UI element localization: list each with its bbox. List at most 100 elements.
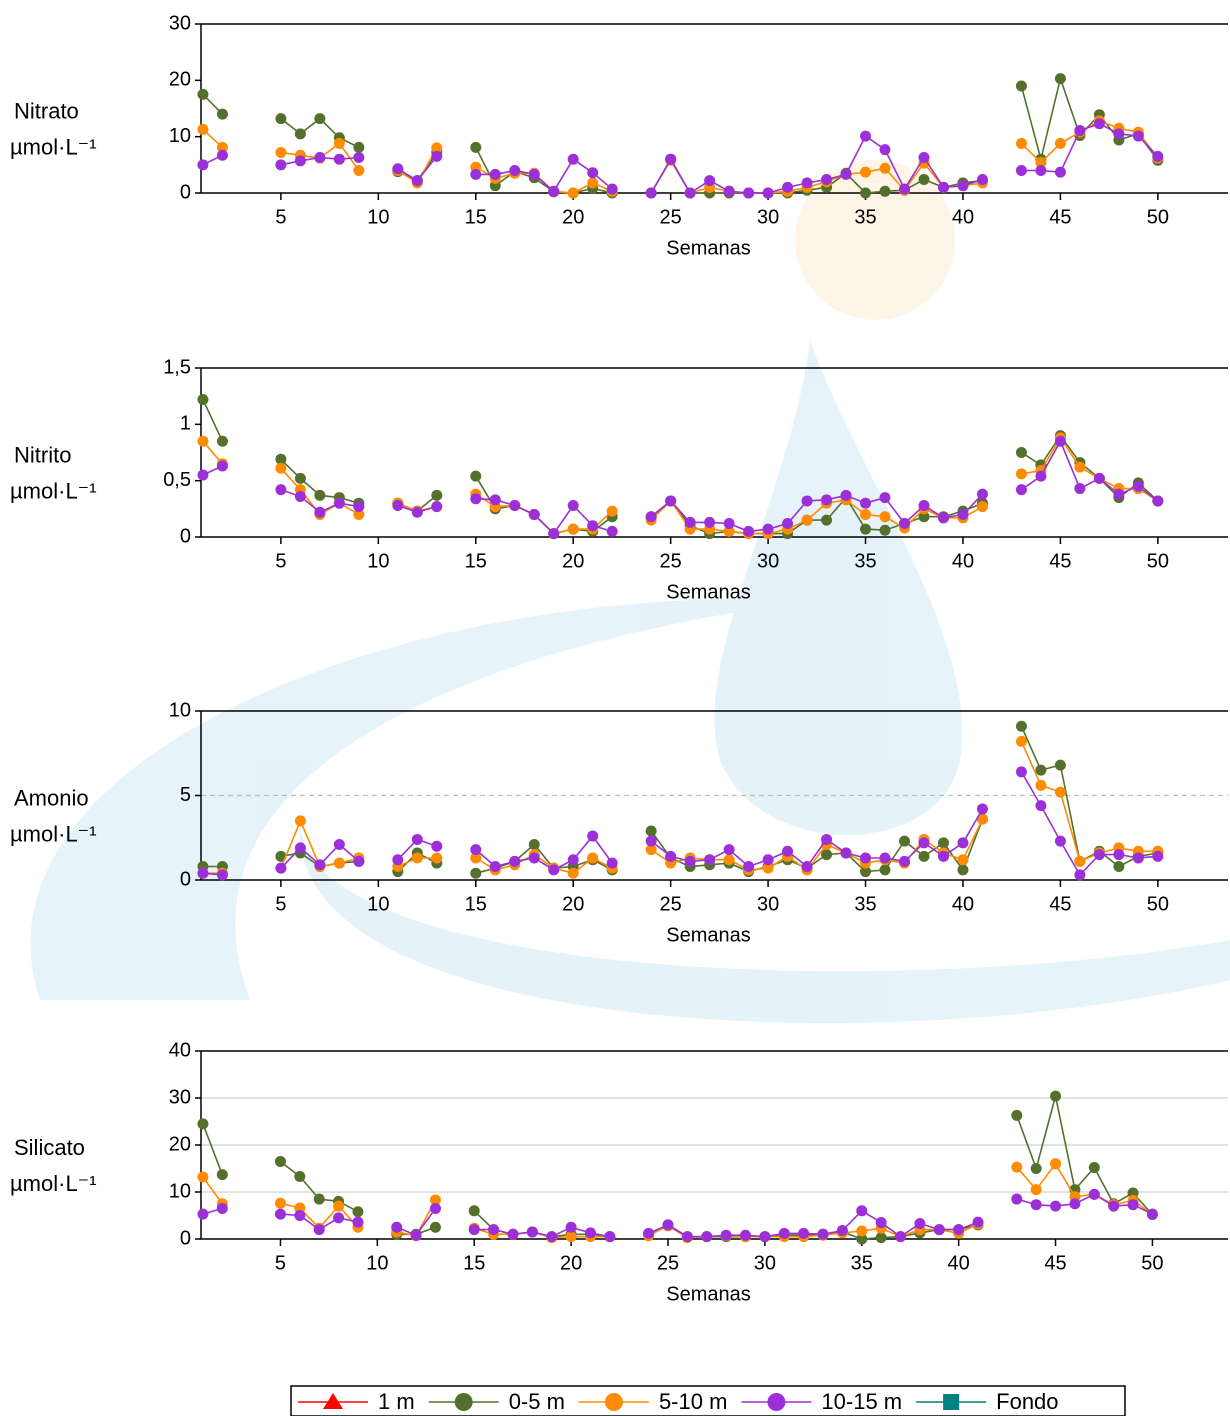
y-axis-title: Nitrato — [14, 98, 79, 123]
data-point — [1108, 1200, 1120, 1212]
data-point — [606, 505, 618, 517]
data-point — [937, 850, 949, 862]
data-point — [821, 849, 833, 861]
data-point — [1035, 800, 1047, 812]
data-point — [1030, 1199, 1042, 1211]
data-point — [528, 168, 540, 180]
data-point — [762, 523, 774, 535]
data-point — [1152, 495, 1164, 507]
data-point — [488, 1224, 500, 1236]
data-point — [431, 489, 443, 501]
data-point — [587, 167, 599, 179]
data-point — [860, 852, 872, 864]
data-point — [275, 453, 287, 465]
data-point — [470, 141, 482, 153]
data-point — [587, 520, 599, 532]
legend: 1 m 0-5 m 5-10 m 10-15 m Fondo — [290, 1385, 1126, 1416]
data-point — [294, 472, 306, 484]
data-point — [918, 850, 930, 862]
data-point — [879, 185, 891, 197]
data-point — [782, 517, 794, 529]
legend-marker — [943, 1394, 960, 1410]
data-point — [976, 488, 988, 500]
data-point — [856, 1225, 868, 1237]
data-point — [294, 128, 306, 140]
data-point — [1113, 128, 1125, 140]
data-point — [604, 1231, 616, 1243]
legend-marker — [454, 1393, 473, 1411]
data-point — [778, 1227, 790, 1239]
data-point — [274, 1208, 286, 1220]
data-point — [1015, 468, 1027, 480]
y-tick-label: 0 — [180, 868, 191, 890]
y-tick-label: 0 — [180, 181, 191, 203]
data-point — [275, 146, 287, 158]
data-point — [662, 1219, 674, 1231]
x-tick-label: 15 — [465, 206, 487, 228]
data-point — [643, 1227, 655, 1239]
data-point — [509, 499, 521, 511]
data-point — [1152, 150, 1164, 162]
data-point — [1015, 80, 1027, 92]
data-point — [1035, 157, 1047, 169]
data-point — [392, 854, 404, 866]
data-point — [1030, 1184, 1042, 1196]
data-point — [294, 815, 306, 827]
data-point — [470, 867, 482, 879]
legend-label: 5-10 m — [659, 1389, 727, 1414]
data-point — [879, 511, 891, 523]
x-axis-title: Semanas — [666, 237, 751, 259]
data-point — [526, 1226, 538, 1238]
data-point — [1054, 137, 1066, 149]
data-point — [665, 850, 677, 862]
data-point — [275, 484, 287, 496]
data-point — [1113, 488, 1125, 500]
y-tick-label: 10 — [169, 125, 191, 147]
data-point — [879, 162, 891, 174]
data-point — [1093, 472, 1105, 484]
data-point — [1113, 849, 1125, 861]
data-point — [1074, 461, 1086, 473]
data-point — [429, 1194, 441, 1206]
watermark-swirl — [30, 598, 820, 1000]
data-point — [918, 499, 930, 511]
data-point — [353, 508, 365, 520]
data-point — [567, 187, 579, 199]
data-point — [957, 180, 969, 192]
data-point — [914, 1217, 926, 1229]
data-point — [957, 864, 969, 876]
data-point — [1093, 849, 1105, 861]
data-point — [294, 490, 306, 502]
x-tick-label: 5 — [275, 1252, 286, 1274]
data-point — [801, 860, 813, 872]
x-tick-label: 25 — [660, 550, 682, 572]
data-point — [918, 152, 930, 164]
y-tick-label: 5 — [180, 784, 191, 806]
data-point — [918, 511, 930, 523]
data-point — [313, 1224, 325, 1236]
data-point — [275, 159, 287, 171]
data-point — [565, 1231, 577, 1243]
data-point — [817, 1228, 829, 1240]
data-point — [353, 855, 365, 867]
watermark-swirl — [299, 820, 1230, 1023]
x-tick-label: 30 — [754, 1252, 776, 1274]
data-point — [275, 462, 287, 474]
data-point — [743, 187, 755, 199]
data-point — [314, 859, 326, 871]
data-point — [1074, 869, 1086, 881]
data-point — [197, 1208, 209, 1220]
data-point — [860, 523, 872, 535]
data-point — [294, 1170, 306, 1182]
data-point — [899, 835, 911, 847]
data-point — [798, 1227, 810, 1239]
data-point — [565, 1221, 577, 1233]
data-point — [879, 852, 891, 864]
data-point — [957, 508, 969, 520]
y-tick-label: 1,5 — [163, 356, 191, 378]
data-point — [333, 497, 345, 509]
data-point — [1054, 435, 1066, 447]
y-axis-title: Nitrito — [14, 442, 71, 467]
data-point — [392, 163, 404, 175]
data-point — [294, 842, 306, 854]
